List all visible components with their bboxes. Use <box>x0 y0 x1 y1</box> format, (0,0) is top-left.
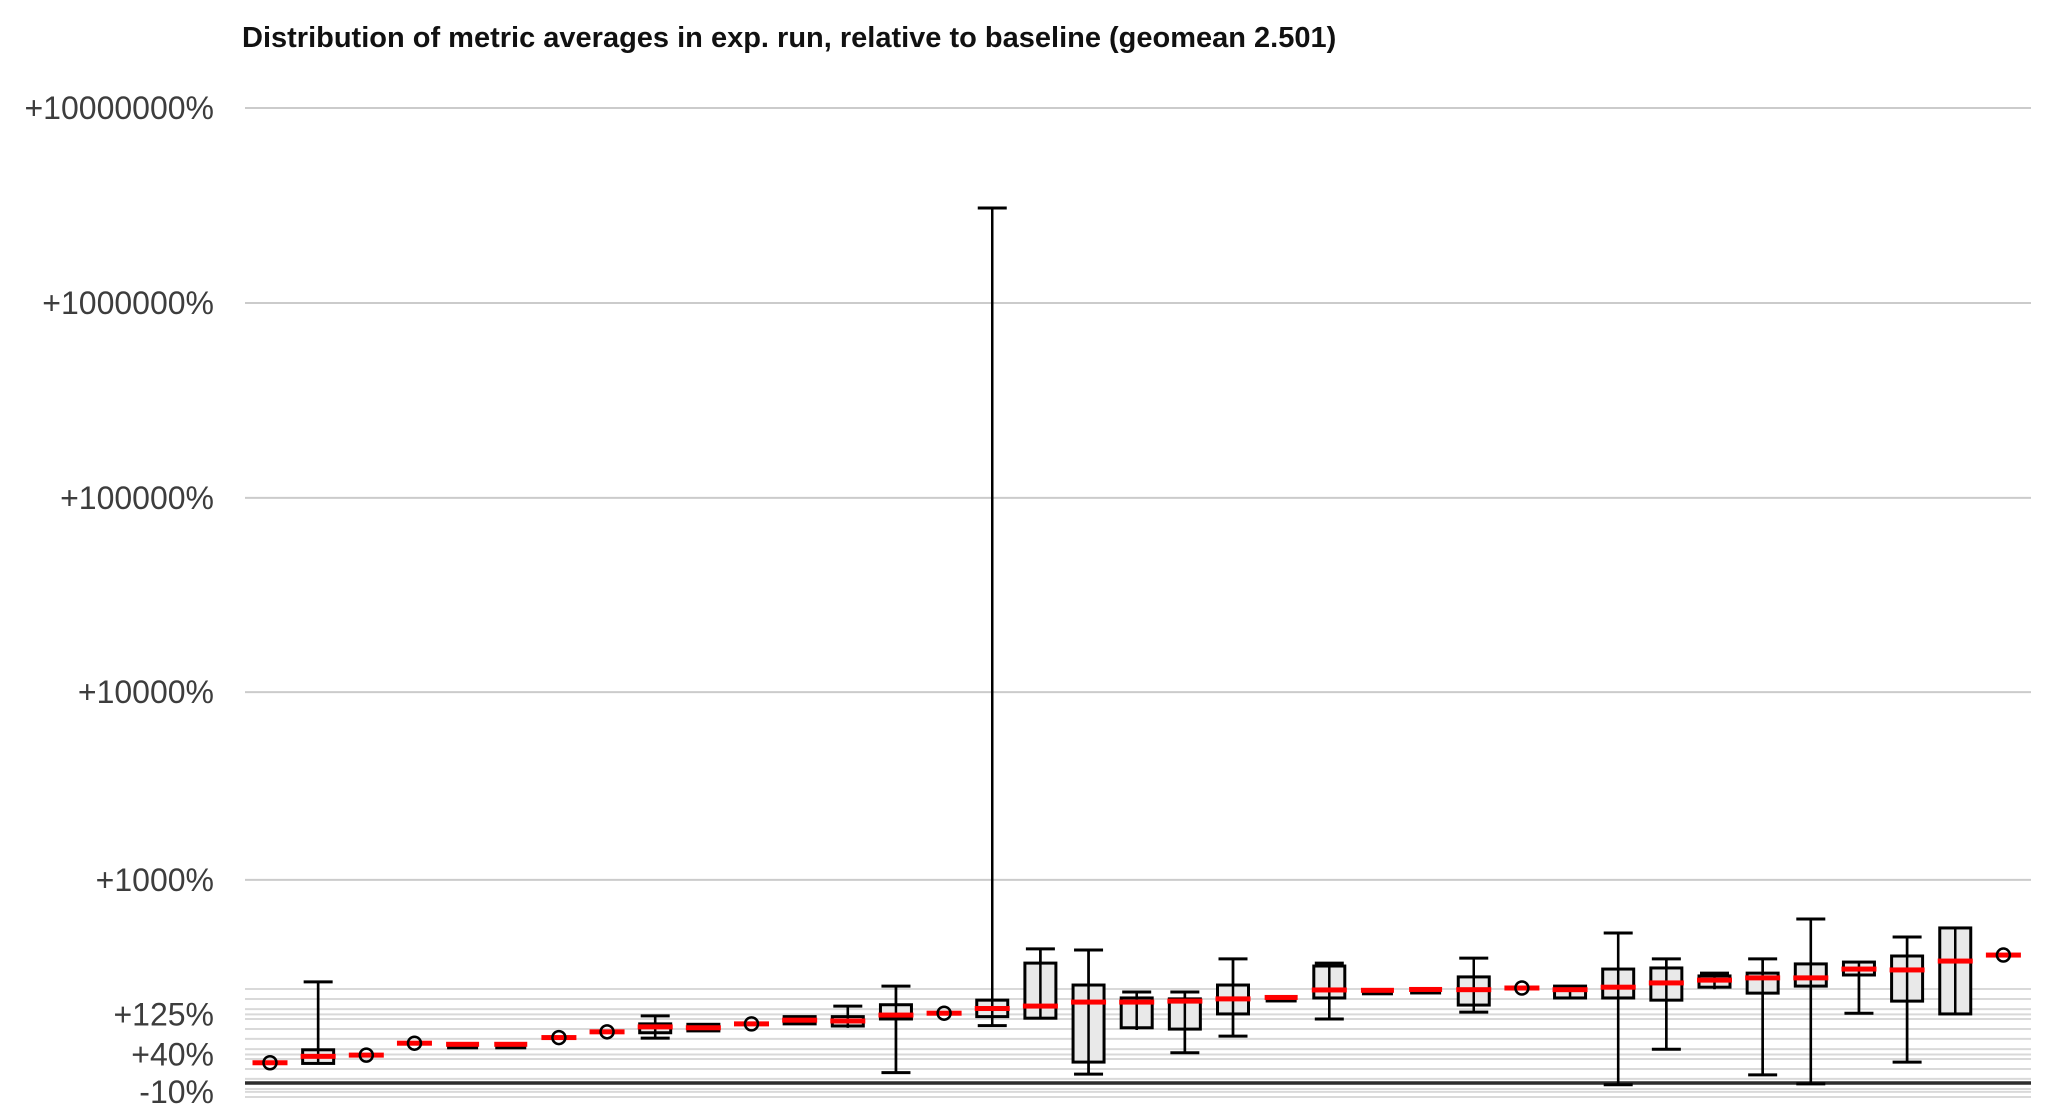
median-line <box>396 1040 432 1046</box>
box-plot-21 <box>1215 957 1251 1038</box>
box-plot-2 <box>300 980 336 1065</box>
box-plot-20 <box>1167 990 1203 1055</box>
median-line <box>1022 1003 1058 1009</box>
gridlines <box>245 106 2031 1099</box>
box-plot-15 <box>926 1005 962 1021</box>
median-line <box>734 1021 769 1027</box>
box-plot-29 <box>1600 931 1636 1087</box>
median-line <box>541 1035 577 1041</box>
mean-circle-marker <box>743 1016 760 1032</box>
y-axis-labels: +10000000% +1000000% +100000% +10000% +1000%… <box>24 90 214 1110</box>
box-plot-37 <box>1985 947 2021 963</box>
box-plot-19 <box>1119 990 1155 1030</box>
y-tick-label: +10000000% <box>24 90 214 126</box>
median-line <box>1119 999 1155 1005</box>
median-line <box>1167 998 1203 1004</box>
chart-title: Distribution of metric averages in exp. … <box>242 22 1337 54</box>
median-line <box>1456 987 1492 993</box>
median-line <box>685 1025 721 1031</box>
median-line <box>589 1029 625 1035</box>
box-plot-4 <box>396 1035 432 1051</box>
box-plot-23 <box>1311 961 1347 1021</box>
median-line <box>1985 952 2021 958</box>
box-plot-14 <box>878 984 914 1075</box>
box-plot-33 <box>1793 917 1829 1086</box>
box-plot-24 <box>1360 987 1394 996</box>
box-plot-8 <box>589 1024 625 1040</box>
median-line <box>1264 994 1298 1000</box>
median-line <box>300 1053 336 1059</box>
median-line <box>446 1041 480 1047</box>
median-line <box>348 1052 384 1058</box>
box-plot-31 <box>1697 971 1732 990</box>
box-plot-36 <box>1937 926 1973 1016</box>
median-line <box>1311 987 1347 993</box>
box-plot-5 <box>446 1041 480 1050</box>
box-plot-3 <box>348 1047 384 1063</box>
box-plot-35 <box>1889 935 1925 1064</box>
box-plot-34 <box>1841 960 1877 1015</box>
median-line <box>1360 987 1394 993</box>
box-plot-16 <box>974 206 1010 1028</box>
median-line <box>1600 984 1636 990</box>
median-line <box>1793 975 1829 981</box>
median-line <box>1937 958 1973 964</box>
mean-circle-marker <box>1995 947 2012 963</box>
mean-circle-marker <box>1514 980 1530 996</box>
box-plot-1 <box>252 1055 288 1071</box>
mean-circle-marker <box>551 1029 567 1046</box>
median-line <box>1889 967 1925 973</box>
box-plot-11 <box>734 1016 769 1032</box>
box-plot-9 <box>637 1014 673 1040</box>
median-line <box>830 1018 866 1024</box>
median-line <box>782 1017 818 1023</box>
box-plot-27 <box>1504 980 1540 996</box>
box-plot-26 <box>1456 956 1492 1014</box>
y-tick-label: +100000% <box>60 480 214 516</box>
box-plot-18 <box>1071 948 1107 1076</box>
median-line <box>974 1006 1010 1012</box>
median-line <box>1071 999 1107 1005</box>
median-line <box>494 1041 528 1047</box>
mean-circle-marker <box>406 1035 423 1051</box>
median-line <box>878 1012 914 1018</box>
median-line <box>1504 985 1540 991</box>
mean-circle-marker <box>599 1024 615 1040</box>
y-tick-label: -10% <box>139 1074 214 1110</box>
median-line <box>1697 977 1732 983</box>
median-line <box>1409 986 1443 992</box>
box-plot-12 <box>782 1015 818 1026</box>
median-line <box>1841 966 1877 972</box>
box-plot-22 <box>1264 994 1298 1003</box>
box-plot-28 <box>1552 984 1588 1000</box>
mean-circle-marker <box>262 1055 278 1071</box>
box-plot-6 <box>494 1041 528 1050</box>
box-plot-10 <box>685 1022 721 1033</box>
box-plot-25 <box>1409 986 1443 995</box>
y-tick-label: +1000% <box>96 862 214 898</box>
box-plot-30 <box>1648 957 1684 1051</box>
median-line <box>637 1024 673 1030</box>
median-line <box>1648 980 1684 986</box>
mean-circle-marker <box>936 1005 952 1021</box>
median-line <box>1215 996 1251 1002</box>
box-plot-32 <box>1745 957 1781 1077</box>
y-tick-label: +40% <box>131 1037 214 1073</box>
box-plot-7 <box>541 1029 577 1046</box>
box-plot-17 <box>1022 947 1058 1020</box>
median-line <box>1552 987 1588 993</box>
median-line <box>252 1060 288 1066</box>
median-line <box>1745 975 1781 981</box>
box-plot-13 <box>830 1004 866 1028</box>
y-tick-label: +10000% <box>78 674 214 710</box>
mean-circle-marker <box>358 1047 375 1063</box>
median-line <box>926 1010 962 1016</box>
y-tick-label: +1000000% <box>42 285 214 321</box>
y-tick-label: +125% <box>113 996 214 1032</box>
